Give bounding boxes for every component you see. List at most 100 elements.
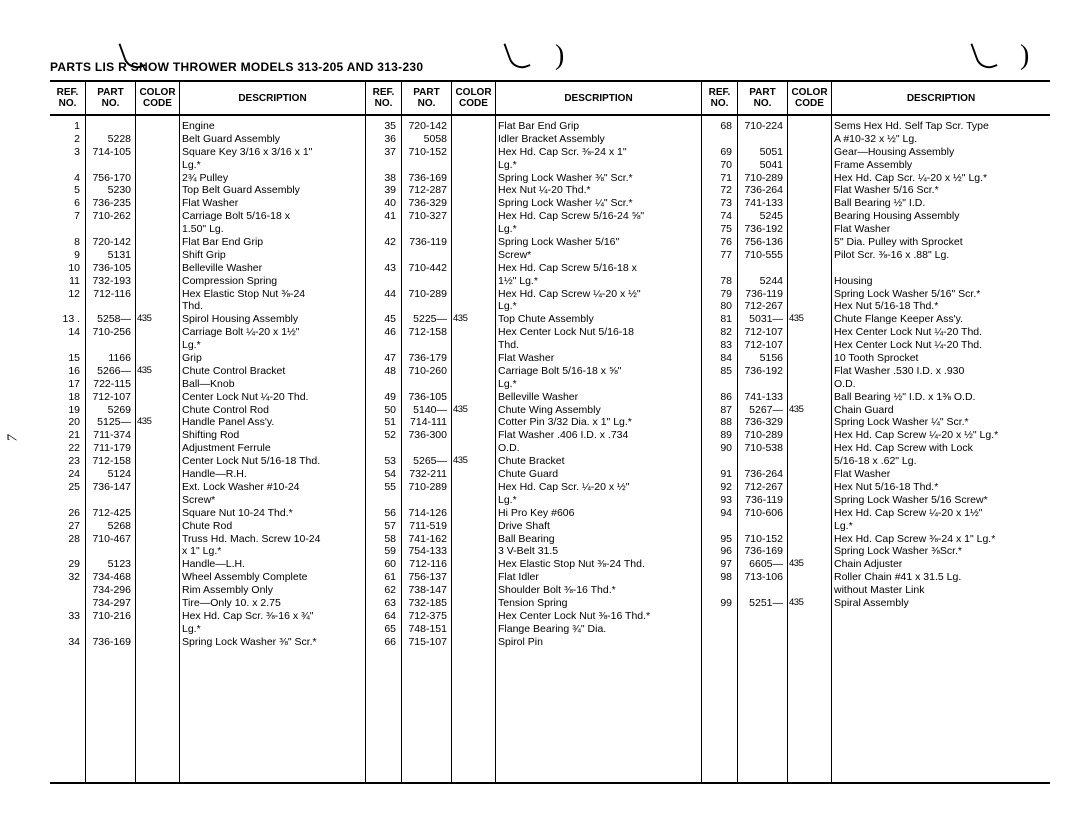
table-cell: [453, 146, 493, 159]
table-cell: 5/16-18 x .62" Lg.: [834, 455, 1048, 468]
table-cell: 27: [52, 520, 80, 533]
table-cell: Spring Lock Washer 5/16" Scr.*: [834, 288, 1048, 301]
table-cell: 92: [704, 481, 732, 494]
table-cell: [137, 262, 177, 275]
table-cell: 42: [368, 236, 396, 249]
table-cell: 21: [52, 429, 80, 442]
table-cell: 756-136: [740, 236, 783, 249]
table-cell: 736-192: [740, 365, 783, 378]
table-cell: [453, 378, 493, 391]
table-cell: [137, 494, 177, 507]
table-cell: Compression Spring: [182, 275, 363, 288]
table-cell: Flat Bar End Grip: [498, 120, 699, 133]
table-cell: 6: [52, 197, 80, 210]
table-column: 435435435: [452, 116, 496, 782]
table-cell: 741-133: [740, 197, 783, 210]
table-cell: 736-119: [740, 494, 783, 507]
table-cell: 58: [368, 533, 396, 546]
table-cell: 712-107: [88, 391, 131, 404]
table-cell: 77: [704, 249, 732, 262]
table-header-row: REF.NO.PARTNO.COLORCODEDESCRIPTION: [702, 82, 1050, 116]
table-cell: Spring Lock Washer ⅜" Scr.*: [182, 636, 363, 649]
table-cell: [789, 249, 829, 262]
table-cell: [52, 159, 80, 172]
table-cell: 715-107: [404, 636, 447, 649]
table-cell: 736-192: [740, 223, 783, 236]
table-cell: 712-116: [88, 288, 131, 301]
table-cell: [368, 378, 396, 391]
table-cell: 23: [52, 455, 80, 468]
table-cell: [368, 339, 396, 352]
header-color: COLORCODE: [136, 82, 180, 114]
table-cell: [137, 326, 177, 339]
table-cell: 5051: [740, 146, 783, 159]
table-cell: [137, 146, 177, 159]
table-cell: Hex Elastic Stop Nut ⅜-24: [182, 288, 363, 301]
table-section: REF.NO.PARTNO.COLORCODEDESCRIPTION353637…: [366, 82, 702, 782]
table-cell: Hex Nut 5/16-18 Thd.*: [834, 300, 1048, 313]
table-cell: Hex Hd. Cap Scr. ⅜-16 x ¾": [182, 610, 363, 623]
table-cell: [704, 520, 732, 533]
table-cell: 5245: [740, 210, 783, 223]
header-desc: DESCRIPTION: [496, 82, 702, 114]
table-cell: 748-151: [404, 623, 447, 636]
table-cell: 62: [368, 584, 396, 597]
table-cell: Hex Center Lock Nut 5/16-18: [498, 326, 699, 339]
table-cell: 5258—: [88, 313, 131, 326]
table-cell: Hex Hd. Cap Screw ¼-20 x ½" Lg.*: [834, 429, 1048, 442]
table-column: 435435435: [136, 116, 180, 782]
table-cell: 5230: [88, 184, 131, 197]
table-cell: Hex Center Lock Nut ¼-20 Thd.: [834, 339, 1048, 352]
table-cell: 55: [368, 481, 396, 494]
table-cell: [453, 468, 493, 481]
table-column: 3536373839404142434445464748495051525354…: [366, 116, 402, 782]
header-part: PARTNO.: [86, 82, 136, 114]
table-cell: Spring Lock Washer ⅜" Scr.*: [498, 172, 699, 185]
table-cell: [137, 184, 177, 197]
table-cell: [137, 636, 177, 649]
table-cell: 5123: [88, 558, 131, 571]
table-cell: 736-264: [740, 468, 783, 481]
table-cell: Lg.*: [498, 223, 699, 236]
table-cell: 710-289: [404, 481, 447, 494]
table-cell: 13 .: [52, 313, 80, 326]
table-cell: [453, 300, 493, 313]
table-cell: [834, 262, 1048, 275]
table-cell: 46: [368, 326, 396, 339]
table-cell: [88, 339, 131, 352]
table-cell: Flat Washer .530 I.D. x .930: [834, 365, 1048, 378]
table-cell: Spring Lock Washer ¼" Scr.*: [834, 416, 1048, 429]
table-cell: Hex Hd. Cap Screw ⅜-24 x 1" Lg.*: [834, 533, 1048, 546]
table-section: REF.NO.PARTNO.COLORCODEDESCRIPTION123456…: [50, 82, 366, 782]
table-cell: 59: [368, 545, 396, 558]
table-cell: [137, 429, 177, 442]
table-cell: 435: [789, 558, 829, 571]
table-cell: 89: [704, 429, 732, 442]
table-cell: Chute Bracket: [498, 455, 699, 468]
table-cell: 41: [368, 210, 396, 223]
table-cell: 98: [704, 571, 732, 584]
table-cell: Spiral Assembly: [834, 597, 1048, 610]
table-cell: 53: [368, 455, 396, 468]
table-cell: 435: [453, 313, 493, 326]
table-cell: 710-289: [740, 429, 783, 442]
header-part: PARTNO.: [738, 82, 788, 114]
table-cell: [789, 352, 829, 365]
table-cell: [137, 352, 177, 365]
table-cell: 32: [52, 571, 80, 584]
table-cell: [789, 146, 829, 159]
table-cell: Chute Wing Assembly: [498, 404, 699, 417]
table-cell: 40: [368, 197, 396, 210]
table-cell: Lg.*: [498, 494, 699, 507]
table-cell: Bearing Housing Assembly: [834, 210, 1048, 223]
table-body: 12345678910111213 .141516171819202122232…: [50, 116, 366, 782]
table-cell: 5124: [88, 468, 131, 481]
table-cell: [52, 300, 80, 313]
table-cell: [789, 468, 829, 481]
table-cell: O.D.: [498, 442, 699, 455]
table-cell: Truss Hd. Mach. Screw 10-24: [182, 533, 363, 546]
table-cell: [453, 481, 493, 494]
table-cell: 38: [368, 172, 396, 185]
table-cell: 5041: [740, 159, 783, 172]
table-cell: 4: [52, 172, 80, 185]
